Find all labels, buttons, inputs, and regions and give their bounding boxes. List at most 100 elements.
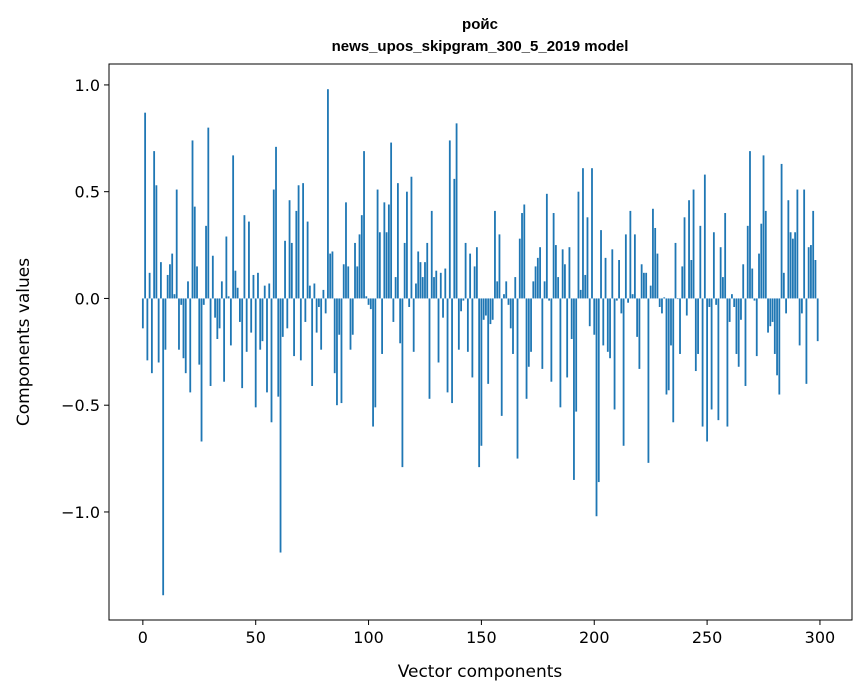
bar	[532, 281, 535, 299]
bar	[173, 294, 176, 299]
bar	[162, 298, 165, 596]
bar	[243, 215, 246, 299]
bar	[234, 270, 237, 299]
bar	[773, 298, 776, 354]
bar	[647, 298, 650, 463]
bar	[261, 298, 264, 342]
bar	[536, 257, 539, 299]
bar	[712, 232, 715, 299]
bar	[338, 298, 341, 335]
bar	[342, 264, 345, 299]
bar	[692, 189, 695, 299]
bar	[570, 298, 573, 340]
x-tick-label: 300	[805, 628, 836, 647]
bar	[755, 298, 758, 357]
bar	[740, 298, 742, 320]
bar	[239, 298, 241, 322]
bar	[548, 298, 551, 301]
bar	[223, 298, 226, 382]
x-axis-label: Vector components	[398, 662, 563, 682]
bar	[437, 298, 440, 363]
bar	[552, 213, 555, 299]
bar	[609, 298, 611, 359]
bar	[433, 277, 435, 299]
y-tick-label: 0.0	[75, 289, 100, 308]
bar	[229, 298, 232, 346]
bar	[218, 298, 221, 329]
bar	[211, 255, 214, 299]
bar	[615, 298, 618, 301]
x-tick-label: 250	[692, 628, 723, 647]
bar	[144, 112, 147, 299]
bar	[155, 185, 158, 299]
bar	[259, 298, 262, 350]
bar	[487, 298, 490, 384]
bar	[232, 155, 235, 299]
bar	[611, 249, 614, 299]
bar	[320, 298, 323, 350]
bar	[733, 298, 736, 307]
bar	[771, 298, 774, 322]
bar	[785, 298, 787, 314]
bar	[645, 272, 648, 299]
bar	[401, 298, 404, 468]
y-tick-label: −1.0	[61, 503, 100, 522]
bar	[187, 281, 189, 299]
bar	[164, 298, 167, 350]
bar	[670, 298, 672, 346]
bar	[667, 298, 670, 391]
bar	[672, 298, 675, 423]
bar	[816, 298, 819, 342]
bar	[469, 253, 472, 299]
bar	[207, 127, 210, 299]
bar	[385, 232, 388, 299]
bar	[175, 189, 178, 299]
bar	[710, 298, 713, 410]
bar	[507, 298, 510, 305]
bar	[812, 210, 815, 299]
bar	[460, 298, 462, 312]
bar	[629, 210, 632, 299]
bar	[378, 232, 381, 299]
bar	[681, 266, 684, 299]
bar	[701, 298, 704, 427]
bar	[387, 204, 390, 299]
bar	[426, 242, 429, 299]
bar	[466, 298, 469, 352]
x-tick-label: 200	[579, 628, 610, 647]
bar	[800, 298, 803, 314]
bar	[196, 266, 198, 299]
bar	[304, 298, 307, 322]
bar	[308, 285, 311, 299]
bar	[561, 249, 564, 299]
plot-frame	[108, 63, 853, 621]
bar	[543, 281, 546, 299]
y-axis: 1.0 0.5 0.0 −0.5 −1.0	[61, 76, 109, 522]
bar	[270, 298, 273, 423]
bar	[595, 298, 598, 517]
bar	[753, 298, 756, 301]
bar	[263, 285, 266, 299]
bar	[582, 168, 584, 299]
bar	[345, 202, 347, 299]
bar	[735, 298, 738, 354]
bar	[503, 294, 505, 299]
bar	[453, 178, 456, 299]
bar	[767, 298, 769, 333]
bar	[769, 298, 772, 327]
bar	[631, 294, 634, 299]
bar	[241, 298, 244, 389]
bar	[202, 298, 205, 305]
bar	[719, 247, 722, 299]
bar	[252, 274, 255, 299]
bar	[622, 298, 625, 446]
bar	[744, 298, 747, 386]
bar	[381, 298, 383, 354]
bar	[489, 298, 492, 325]
bar	[676, 298, 679, 300]
bar	[485, 298, 487, 316]
bar	[178, 298, 180, 350]
chart-title: ройс	[462, 16, 498, 33]
bar	[602, 298, 605, 346]
bar	[480, 298, 483, 446]
